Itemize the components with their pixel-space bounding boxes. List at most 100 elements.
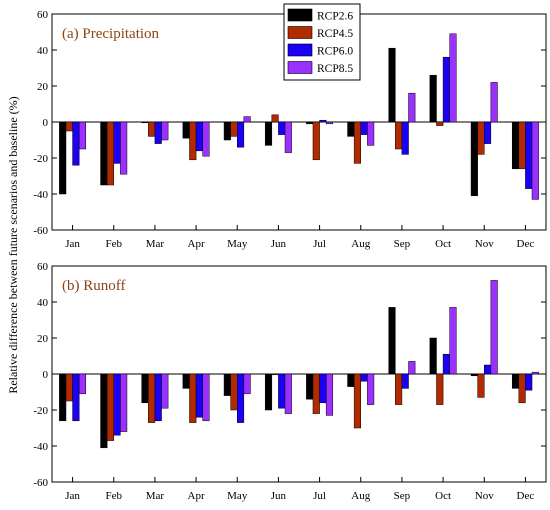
x-tick-label: Jun: [271, 238, 287, 250]
bar-rcp85-dec: [531, 121, 539, 200]
bar-rcp60-sep: [401, 373, 409, 389]
bar-rcp26-jul: [306, 373, 314, 400]
legend: RCP2.6 RCP4.5 RCP6.0 RCP8.5: [283, 3, 361, 81]
bar-rcp85-jun: [284, 121, 292, 153]
legend-label: RCP4.5: [317, 28, 353, 40]
x-tick-label: Apr: [188, 490, 205, 502]
x-tick-label: Sep: [394, 490, 411, 502]
bar-rcp45-feb: [106, 121, 115, 186]
legend-label: RCP8.5: [317, 63, 353, 75]
x-tick-label: Oct: [435, 490, 451, 502]
bar-rcp45-nov: [477, 121, 485, 155]
bar-rcp45-oct: [436, 373, 444, 405]
bar-rcp26-mar: [141, 373, 149, 404]
bar-rcp85-feb: [120, 121, 128, 175]
x-tick-label: Nov: [475, 238, 494, 250]
bar-rcp85-sep: [408, 92, 416, 123]
bar-rcp60-may: [237, 121, 245, 148]
bar-rcp45-jan: [65, 373, 73, 402]
y-tick-label: -20: [33, 153, 48, 165]
bar-rcp85-oct: [449, 307, 457, 375]
bar-rcp45-oct: [436, 121, 444, 126]
bar-rcp45-dec: [518, 121, 526, 170]
bar-rcp26-aug: [347, 121, 355, 137]
bar-rcp45-may: [230, 121, 238, 137]
bar-rcp26-oct: [429, 74, 437, 123]
bar-rcp85-jan: [78, 121, 87, 150]
bar-rcp45-aug: [353, 373, 361, 429]
bar-rcp85-aug: [367, 121, 375, 146]
x-tick-label: Sep: [394, 238, 411, 250]
bar-rcp26-jun: [264, 373, 273, 411]
bar-rcp85-aug: [367, 373, 375, 405]
bar-rcp26-dec: [511, 121, 520, 170]
bar-rcp60-oct: [442, 56, 450, 123]
bar-rcp60-aug: [360, 373, 368, 382]
bar-rcp45-sep: [395, 373, 403, 405]
bar-rcp26-may: [223, 121, 231, 141]
bar-rcp26-mar: [141, 121, 149, 124]
bar-rcp60-jan: [72, 373, 80, 422]
bar-rcp26-oct: [429, 337, 437, 375]
bar-rcp45-jun: [271, 373, 279, 376]
bar-rcp26-jan: [59, 121, 67, 195]
bar-rcp26-dec: [511, 373, 520, 389]
bar-rcp45-aug: [353, 121, 361, 164]
x-tick-label: Jan: [65, 490, 80, 502]
bar-rcp45-dec: [518, 373, 526, 404]
bar-rcp60-feb: [113, 373, 121, 436]
bar-rcp85-jun: [284, 373, 292, 414]
x-tick-label: Aug: [351, 490, 370, 502]
x-tick-label: May: [227, 490, 248, 502]
y-tick-label: 0: [43, 117, 49, 129]
bar-rcp85-may: [243, 116, 251, 123]
bar-rcp45-jan: [65, 121, 73, 132]
bar-rcp45-jun: [271, 114, 279, 123]
y-tick-label: -60: [33, 477, 48, 489]
x-tick-label: Jul: [313, 490, 326, 502]
bar-rcp45-mar: [148, 121, 156, 137]
bar-rcp60-jul: [319, 119, 327, 123]
y-tick-label: -40: [33, 189, 48, 201]
y-tick-label: 40: [37, 45, 49, 57]
bar-rcp85-apr: [202, 373, 210, 422]
bar-rcp26-sep: [388, 307, 396, 375]
bar-rcp60-aug: [360, 121, 368, 135]
x-tick-label: Nov: [475, 490, 494, 502]
x-tick-label: Oct: [435, 238, 451, 250]
y-tick-label: -60: [33, 225, 48, 237]
y-tick-label: 60: [37, 261, 49, 273]
y-tick-label: 20: [37, 81, 49, 93]
bar-rcp60-jun: [278, 373, 286, 409]
bar-rcp60-dec: [525, 373, 533, 391]
bar-rcp26-jul: [306, 121, 314, 125]
panel-runoff: -60 -40 -20 0 20 40 60 Jan Feb Mar Apr May Jun Jul Aug…: [33, 261, 547, 502]
bar-rcp85-mar: [161, 373, 169, 409]
y-tick-label: 60: [37, 9, 49, 21]
bar-rcp60-jul: [319, 373, 327, 404]
bar-rcp26-feb: [100, 121, 108, 186]
bar-rcp60-mar: [154, 121, 162, 144]
bar-rcp45-jul: [312, 121, 320, 161]
x-tick-label: Aug: [351, 238, 370, 250]
bar-rcp85-oct: [449, 33, 457, 123]
y-tick-label: -20: [33, 405, 48, 417]
bar-rcp45-may: [230, 373, 238, 411]
bar-rcp85-apr: [202, 121, 210, 157]
bar-rcp60-nov: [484, 364, 492, 375]
legend-label: RCP2.6: [317, 11, 353, 23]
x-tick-label: Feb: [106, 490, 123, 502]
panel-title: (a) Precipitation: [62, 26, 160, 42]
y-tick-label: -40: [33, 441, 48, 453]
bar-rcp60-apr: [195, 121, 203, 152]
bar-rcp45-jul: [312, 373, 320, 414]
bar-rcp85-feb: [120, 373, 128, 432]
bar-rcp85-sep: [408, 361, 416, 375]
bar-rcp85-mar: [161, 121, 169, 141]
legend-label: RCP6.0: [317, 46, 353, 58]
bar-rcp26-jun: [264, 121, 273, 146]
bar-rcp45-apr: [189, 373, 197, 423]
bar-rcp85-jul: [325, 373, 334, 416]
y-tick-label: 0: [43, 369, 49, 381]
bar-rcp60-feb: [113, 121, 121, 164]
